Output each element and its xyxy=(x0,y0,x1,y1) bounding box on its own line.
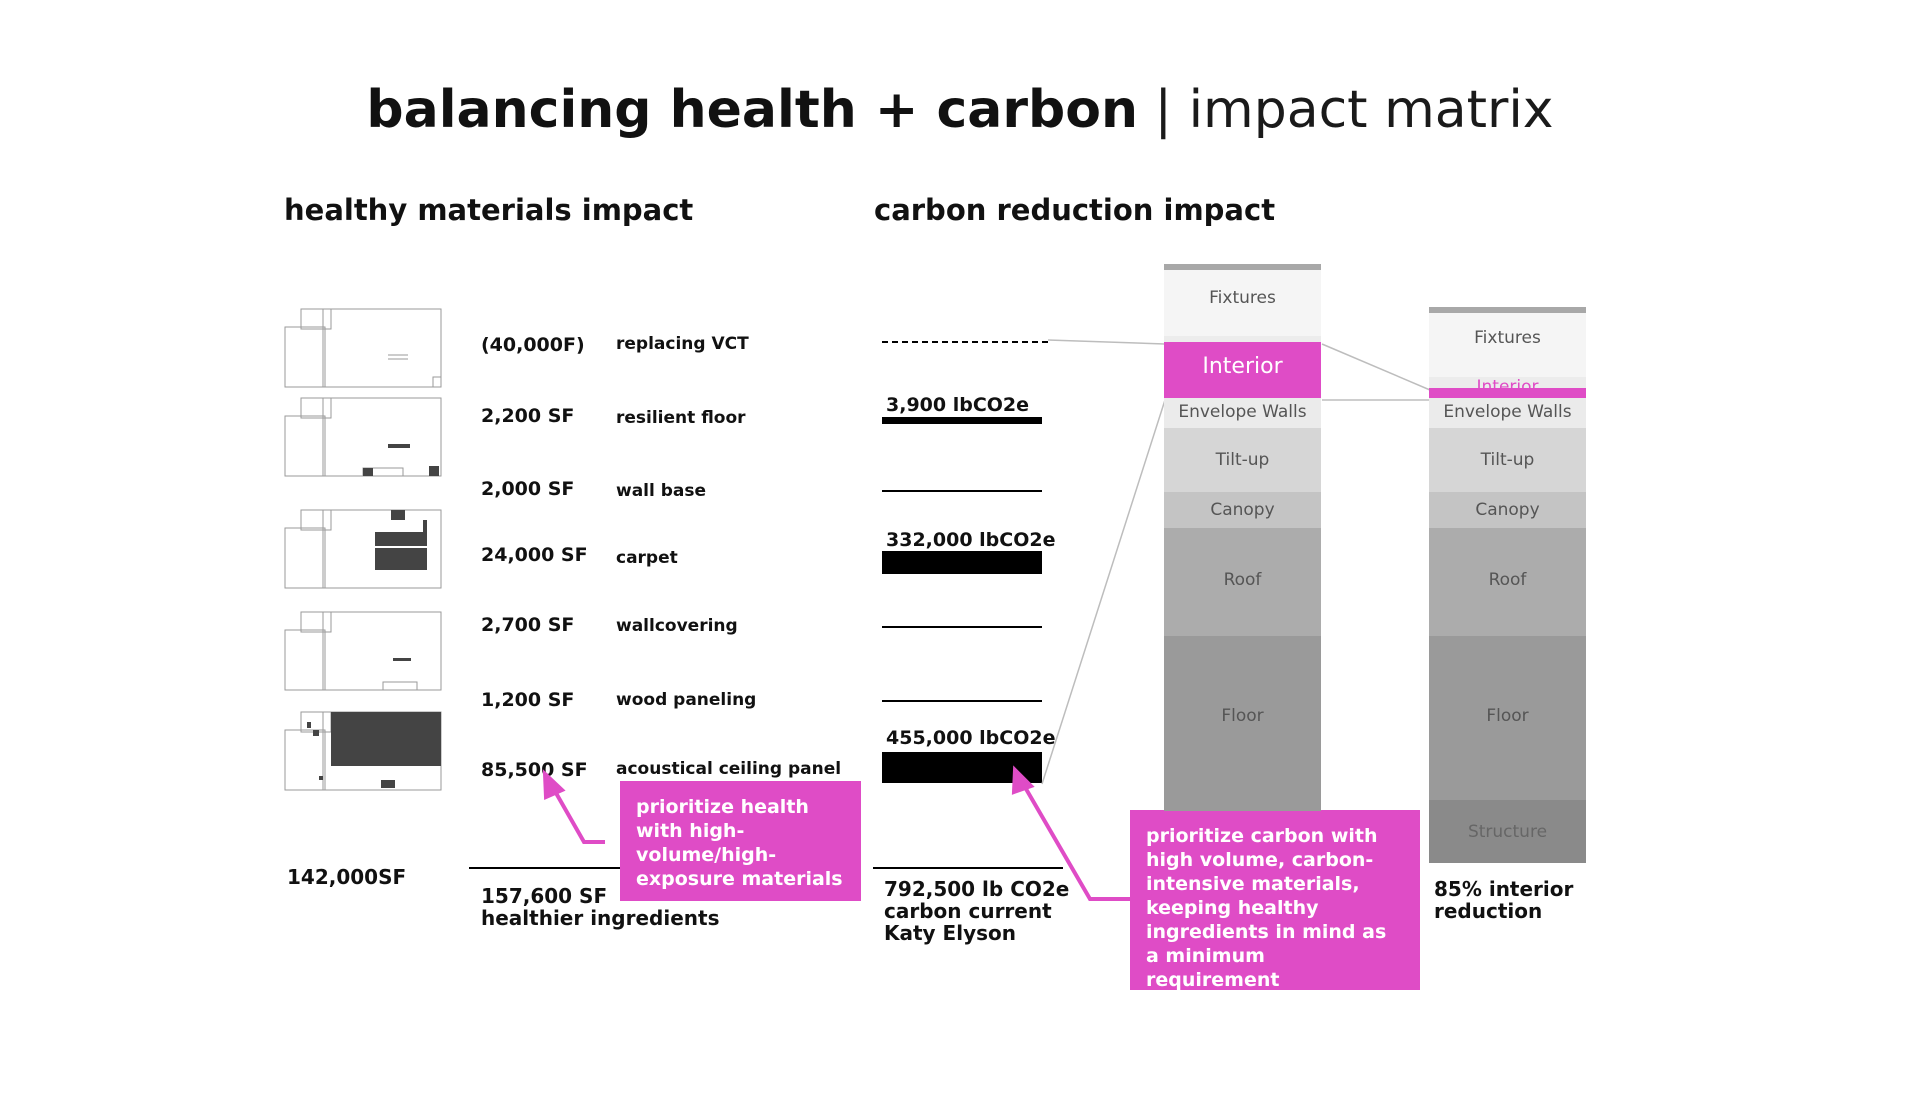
material-name: replacing VCT xyxy=(616,334,749,354)
material-area: (40,000F) xyxy=(481,334,585,356)
healthy-area-value: 157,600 SF xyxy=(481,884,608,908)
material-name: wallcovering xyxy=(616,616,738,636)
page-title: balancing health + carbon | impact matri… xyxy=(0,78,1920,142)
material-area: 2,200 SF xyxy=(481,405,575,427)
material-name: wood paneling xyxy=(616,690,757,710)
stack-segment-tilt-up: Tilt-up xyxy=(1429,428,1586,492)
floor-plan-resilient xyxy=(284,397,442,477)
material-area: 24,000 SF xyxy=(481,544,588,566)
carbon-marker-vct xyxy=(882,341,1048,343)
healthy-materials-heading: healthy materials impact xyxy=(284,193,694,227)
title-light: impact matrix xyxy=(1188,80,1554,140)
carbon-value-carpet: 332,000 lbCO2e xyxy=(886,529,1056,551)
stack-segment-fixtures: Fixtures xyxy=(1429,313,1586,377)
carbon-total: 792,500 lb CO2e carbon current Katy Elys… xyxy=(884,878,1098,944)
carbon-total-label: carbon current Katy Elyson xyxy=(884,899,1052,945)
stack-segment-floor: Floor xyxy=(1164,636,1321,811)
stack-segment-gap xyxy=(1164,336,1321,342)
floor-plan-wallcovering xyxy=(284,611,442,691)
stack-cap xyxy=(1164,264,1321,270)
material-name: acoustical ceiling panel xyxy=(616,759,842,779)
stack-cap xyxy=(1429,307,1586,313)
carbon-marker-wood-paneling xyxy=(882,700,1042,702)
material-name: wall base xyxy=(616,481,707,501)
reduction-value: 85% interior xyxy=(1434,877,1574,901)
healthy-area-total: 157,600 SF healthier ingredients xyxy=(481,885,719,929)
stack-segment-structure: Structure xyxy=(1429,800,1586,863)
reduction-label: reduction xyxy=(1434,899,1543,923)
carbon-callout: prioritize carbon with high volume, carb… xyxy=(1130,810,1420,991)
carbon-bar-carpet xyxy=(882,551,1042,574)
material-area: 2,700 SF xyxy=(481,614,575,636)
healthy-area-label: healthier ingredients xyxy=(481,906,720,930)
reduction-total: 85% interior reduction xyxy=(1434,878,1573,922)
stack-segment-interior-bar xyxy=(1429,388,1586,398)
carbon-marker-wall-base xyxy=(882,490,1042,492)
material-area: 85,500 SF xyxy=(481,759,588,781)
stack-segment-envelope-walls: Envelope Walls xyxy=(1429,398,1586,428)
carbon-value-ceiling: 455,000 lbCO2e xyxy=(886,727,1056,749)
carbon-marker-wallcovering xyxy=(882,626,1042,628)
building-area-total: 142,000SF xyxy=(287,865,407,889)
title-separator: | xyxy=(1138,80,1189,140)
stack-segment-fixtures: Fixtures xyxy=(1164,270,1321,336)
floor-plan-vct xyxy=(284,308,442,388)
stack-segment-floor: Floor xyxy=(1429,636,1586,800)
carbon-value-resilient: 3,900 lbCO2e xyxy=(886,394,1030,416)
health-total-line xyxy=(469,867,623,869)
stack-segment-interior: Interior xyxy=(1164,342,1321,398)
carbon-total-value: 792,500 lb CO2e xyxy=(884,877,1070,901)
material-name: carpet xyxy=(616,548,678,568)
carbon-stack-reduced: Fixtures Interior Envelope Walls Tilt-up… xyxy=(1429,307,1586,863)
stack-segment-envelope-walls: Envelope Walls xyxy=(1164,398,1321,428)
floor-plan-ceiling xyxy=(284,711,442,791)
stack-segment-roof: Roof xyxy=(1164,528,1321,636)
carbon-stack-current: Fixtures Interior Envelope Walls Tilt-up… xyxy=(1164,264,1321,811)
floor-plan-carpet xyxy=(284,509,442,589)
health-callout: prioritize health with high-volume/high-… xyxy=(620,781,861,901)
carbon-bar-resilient xyxy=(882,417,1042,424)
stack-segment-tilt-up: Tilt-up xyxy=(1164,428,1321,492)
title-bold: balancing health + carbon xyxy=(366,80,1139,140)
stack-segment-roof: Roof xyxy=(1429,528,1586,636)
material-name: resilient floor xyxy=(616,408,746,428)
stack-segment-canopy: Canopy xyxy=(1429,492,1586,528)
material-area: 1,200 SF xyxy=(481,689,575,711)
carbon-reduction-heading: carbon reduction impact xyxy=(874,193,1276,227)
stack-segment-canopy: Canopy xyxy=(1164,492,1321,528)
carbon-total-line xyxy=(873,867,1063,869)
material-area: 2,000 SF xyxy=(481,478,575,500)
